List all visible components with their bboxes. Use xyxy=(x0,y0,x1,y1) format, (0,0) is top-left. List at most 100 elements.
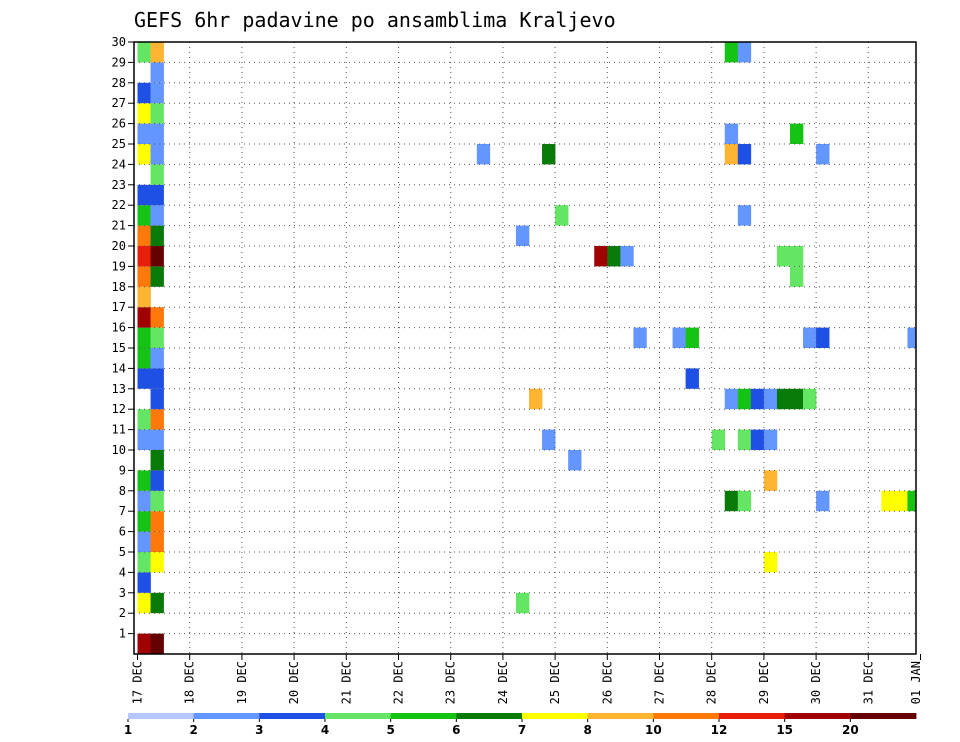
heatmap-cell xyxy=(816,144,830,165)
x-tick-label: 18 DEC xyxy=(183,661,197,704)
chart-title: GEFS 6hr padavine po ansamblima Kraljevo xyxy=(134,8,616,32)
heatmap-cell xyxy=(150,388,164,410)
heatmap-cell xyxy=(816,327,830,348)
color-legend: 1 2 3 4 5 6 7 8 10 12 15 20 xyxy=(124,713,917,737)
y-tick-label: 17 xyxy=(112,300,126,314)
heatmap-cell xyxy=(137,103,151,124)
heatmap-cell xyxy=(137,123,151,144)
heatmap-cell xyxy=(776,388,791,410)
heatmap-cell xyxy=(894,490,908,512)
x-tick-label: 01 JAN xyxy=(909,661,923,704)
heatmap-cell xyxy=(476,144,491,165)
heatmap-cell xyxy=(137,348,151,369)
legend-label: 12 xyxy=(711,723,728,737)
legend-label: 20 xyxy=(842,723,859,737)
heatmap-cell xyxy=(763,552,778,573)
heatmap-cell xyxy=(529,388,543,410)
heatmap-cell xyxy=(150,511,164,532)
heatmap-cell xyxy=(542,429,556,450)
heatmap-cell xyxy=(907,490,916,512)
legend-label: 2 xyxy=(189,723,197,737)
x-tick-label: 22 DEC xyxy=(392,661,406,704)
heatmap-cell xyxy=(150,450,164,471)
heatmap-cell xyxy=(137,633,151,654)
y-tick-label: 2 xyxy=(119,606,126,620)
legend-label: 1 xyxy=(124,723,132,737)
heatmap-cell xyxy=(137,368,151,389)
heatmap-cell xyxy=(633,327,647,348)
heatmap-cell xyxy=(137,511,151,532)
y-tick-label: 13 xyxy=(112,382,126,396)
heatmap-cell xyxy=(790,266,804,287)
x-tick-label: 23 DEC xyxy=(444,661,458,704)
heatmap-cell xyxy=(803,327,817,348)
heatmap-cell xyxy=(137,490,151,512)
legend-label: 15 xyxy=(776,723,793,737)
grid-lines xyxy=(134,42,916,654)
legend-swatch xyxy=(456,713,523,719)
legend-swatch xyxy=(193,713,260,719)
y-tick-label: 12 xyxy=(112,402,126,416)
heatmap-cell xyxy=(555,205,569,226)
heatmap-cell xyxy=(542,144,556,165)
heatmap-cell xyxy=(763,388,778,410)
legend-label: 5 xyxy=(386,723,394,737)
heatmap-cell xyxy=(150,531,164,552)
heatmap-cell xyxy=(150,184,164,206)
y-tick-label: 10 xyxy=(112,443,126,457)
heatmap-cell xyxy=(150,552,164,573)
heatmap-cell xyxy=(724,42,739,63)
y-tick-label: 18 xyxy=(112,280,126,294)
x-tick-label: 17 DEC xyxy=(131,661,145,704)
heatmap-cell xyxy=(816,490,830,512)
heatmap-cell xyxy=(150,82,164,104)
heatmap-cell xyxy=(724,123,739,144)
y-tick-label: 6 xyxy=(119,525,126,539)
heatmap-cell xyxy=(750,429,765,450)
heatmap-cell xyxy=(150,62,164,83)
y-tick-label: 11 xyxy=(112,423,126,437)
y-tick-label: 20 xyxy=(112,239,126,253)
x-tick-label: 31 DEC xyxy=(861,661,875,704)
heatmap-cell xyxy=(150,490,164,512)
y-tick-label: 23 xyxy=(112,178,126,192)
legend-swatch xyxy=(390,713,457,719)
heatmap-cell xyxy=(790,246,804,267)
y-tick-label: 9 xyxy=(119,463,126,477)
heatmap-cell xyxy=(607,246,621,267)
heatmap-cell xyxy=(150,103,164,124)
heatmap-cell xyxy=(137,82,151,104)
y-tick-label: 16 xyxy=(112,321,126,335)
heatmap-cell xyxy=(137,184,151,206)
legend-label: 10 xyxy=(645,723,662,737)
heatmap-cell xyxy=(137,225,151,246)
x-tick-label: 27 DEC xyxy=(653,661,667,704)
x-tick-label: 24 DEC xyxy=(496,661,510,704)
heatmap-cells xyxy=(137,42,916,654)
heatmap-cell xyxy=(150,123,164,144)
y-tick-label: 27 xyxy=(112,96,126,110)
heatmap-cell xyxy=(137,470,151,491)
heatmap-cell xyxy=(137,572,151,593)
heatmap-cell xyxy=(150,429,164,450)
heatmap-cell xyxy=(763,470,778,491)
heatmap-cell xyxy=(150,307,164,328)
heatmap-cell xyxy=(515,225,530,246)
heatmap-cell xyxy=(150,592,164,614)
y-tick-label: 15 xyxy=(112,341,126,355)
y-tick-label: 4 xyxy=(119,565,126,579)
heatmap-cell xyxy=(137,429,151,450)
heatmap-cell xyxy=(137,246,151,267)
legend-label: 8 xyxy=(583,723,591,737)
heatmap-cell xyxy=(150,205,164,226)
heatmap-cell xyxy=(737,388,752,410)
heatmap-cell xyxy=(685,368,699,389)
heatmap-cell xyxy=(137,592,151,614)
heatmap-cell xyxy=(150,266,164,287)
legend-swatch xyxy=(259,713,326,719)
heatmap-cell xyxy=(137,307,151,328)
x-tick-label: 19 DEC xyxy=(235,661,249,704)
heatmap-cell xyxy=(620,246,634,267)
x-axis: 17 DEC 18 DEC 19 DEC 20 DEC 21 DEC 22 DEC 23 D… xyxy=(131,654,923,704)
y-tick-label: 29 xyxy=(112,55,126,69)
